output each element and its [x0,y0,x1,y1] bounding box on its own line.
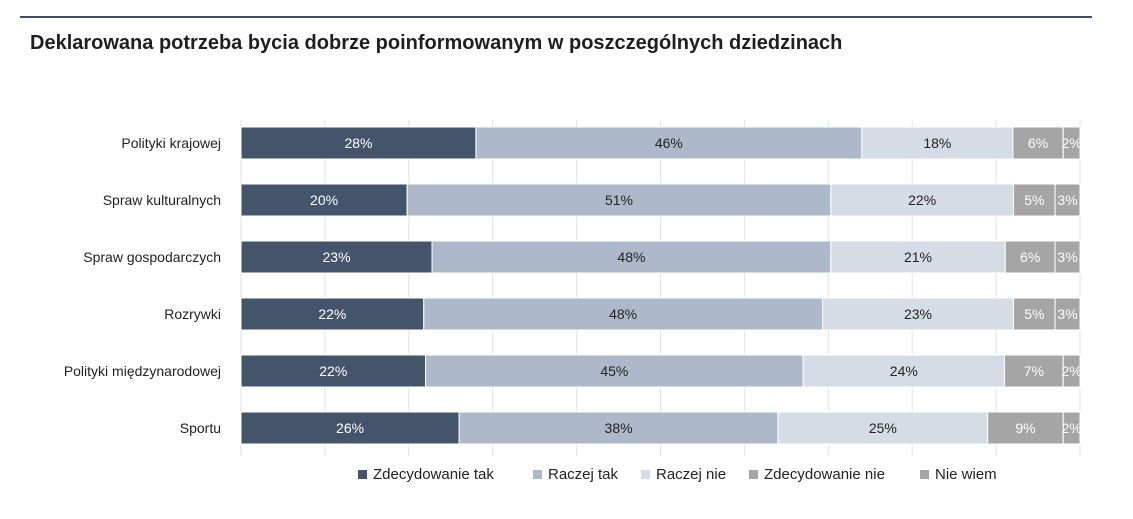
data-label: 18% [923,135,951,151]
bar-segment-nie-wiem [1054,297,1081,331]
data-label: 38% [605,420,633,436]
data-label: 28% [344,135,372,151]
data-label: 6% [1020,249,1040,265]
data-label: 3% [1057,192,1077,208]
top-rule [20,16,1092,18]
bar-segment-zdecydowanie-nie [1013,183,1056,217]
chart-title: Deklarowana potrzeba bycia dobrze poinfo… [30,32,843,54]
data-label: 22% [319,363,347,379]
bar-segment-raczej-tak [431,240,832,274]
bar-segment-raczej-tak [458,411,779,445]
data-label: 2% [1061,363,1081,379]
bar-segment-zdecydowanie-nie [987,411,1064,445]
category-label: Polityki międzynarodowej [64,363,221,379]
bar-segment-zdecydowanie-nie [1013,297,1056,331]
legend-item: Zdecydowanie tak [358,466,494,483]
legend-swatch [920,470,929,479]
bar-segment-zdecydowanie-tak [240,411,460,445]
bar-segment-raczej-nie [830,240,1006,274]
data-label: 48% [609,306,637,322]
bar-segment-raczej-tak [425,354,804,388]
bar-segment-raczej-tak [475,126,863,160]
legend-label: Raczej tak [548,466,619,483]
data-label: 20% [310,192,338,208]
data-label: 5% [1024,192,1044,208]
data-label: 21% [904,249,932,265]
data-label: 45% [600,363,628,379]
bar-segment-zdecydowanie-nie [1003,354,1064,388]
data-label: 2% [1061,420,1081,436]
legend-swatch [749,470,758,479]
bar-segment-nie-wiem [1062,411,1081,445]
data-label: 9% [1015,420,1035,436]
bar-segment-zdecydowanie-tak [240,297,425,331]
data-label: 5% [1024,306,1044,322]
data-label: 2% [1061,135,1081,151]
category-label: Sportu [180,420,221,436]
legend-item: Zdecydowanie nie [749,466,885,483]
data-label: 24% [890,363,918,379]
data-label: 23% [323,249,351,265]
category-label: Polityki krajowej [121,135,221,151]
category-label: Rozrywki [164,306,221,322]
data-label: 26% [336,420,364,436]
legend-label: Zdecydowanie tak [373,466,494,483]
bar-segment-nie-wiem [1054,240,1081,274]
legend-item: Raczej tak [533,466,618,483]
legend-label: Raczej nie [656,466,727,483]
data-label: 3% [1057,306,1077,322]
legend-swatch [641,470,650,479]
data-label: 22% [318,306,346,322]
bar-segment-raczej-nie [802,354,1005,388]
bar-segment-zdecydowanie-tak [240,183,408,217]
bar-segment-nie-wiem [1062,126,1081,160]
category-label: Spraw kulturalnych [103,192,221,208]
bar-segment-raczej-nie [861,126,1014,160]
data-label: 46% [655,135,683,151]
data-label: 22% [908,192,936,208]
legend-swatch [358,470,367,479]
bar-segment-raczej-nie [777,411,989,445]
legend-item: Raczej nie [641,466,726,483]
legend-swatch [533,470,542,479]
bar-segment-zdecydowanie-tak [240,240,433,274]
category-label: Spraw gospodarczych [83,249,221,265]
data-label: 25% [869,420,897,436]
bar-segment-zdecydowanie-nie [1004,240,1056,274]
chart-legend: Zdecydowanie tak Raczej tak Raczej nie Zdec… [0,466,1133,486]
data-label: 3% [1057,249,1077,265]
bar-segment-zdecydowanie-tak [240,354,427,388]
data-label: 7% [1024,363,1044,379]
data-label: 6% [1028,135,1048,151]
bar-segment-nie-wiem [1054,183,1081,217]
bar-segment-zdecydowanie-nie [1012,126,1064,160]
data-label: 23% [904,306,932,322]
data-label: 48% [617,249,645,265]
bar-segment-raczej-nie [830,183,1015,217]
bar-segment-nie-wiem [1062,354,1081,388]
legend-item: Nie wiem [920,466,997,483]
legend-label: Nie wiem [935,466,997,483]
bar-segment-raczej-tak [406,183,832,217]
bar-segment-raczej-tak [423,297,823,331]
legend-label: Zdecydowanie nie [764,466,885,483]
data-label: 51% [605,192,633,208]
